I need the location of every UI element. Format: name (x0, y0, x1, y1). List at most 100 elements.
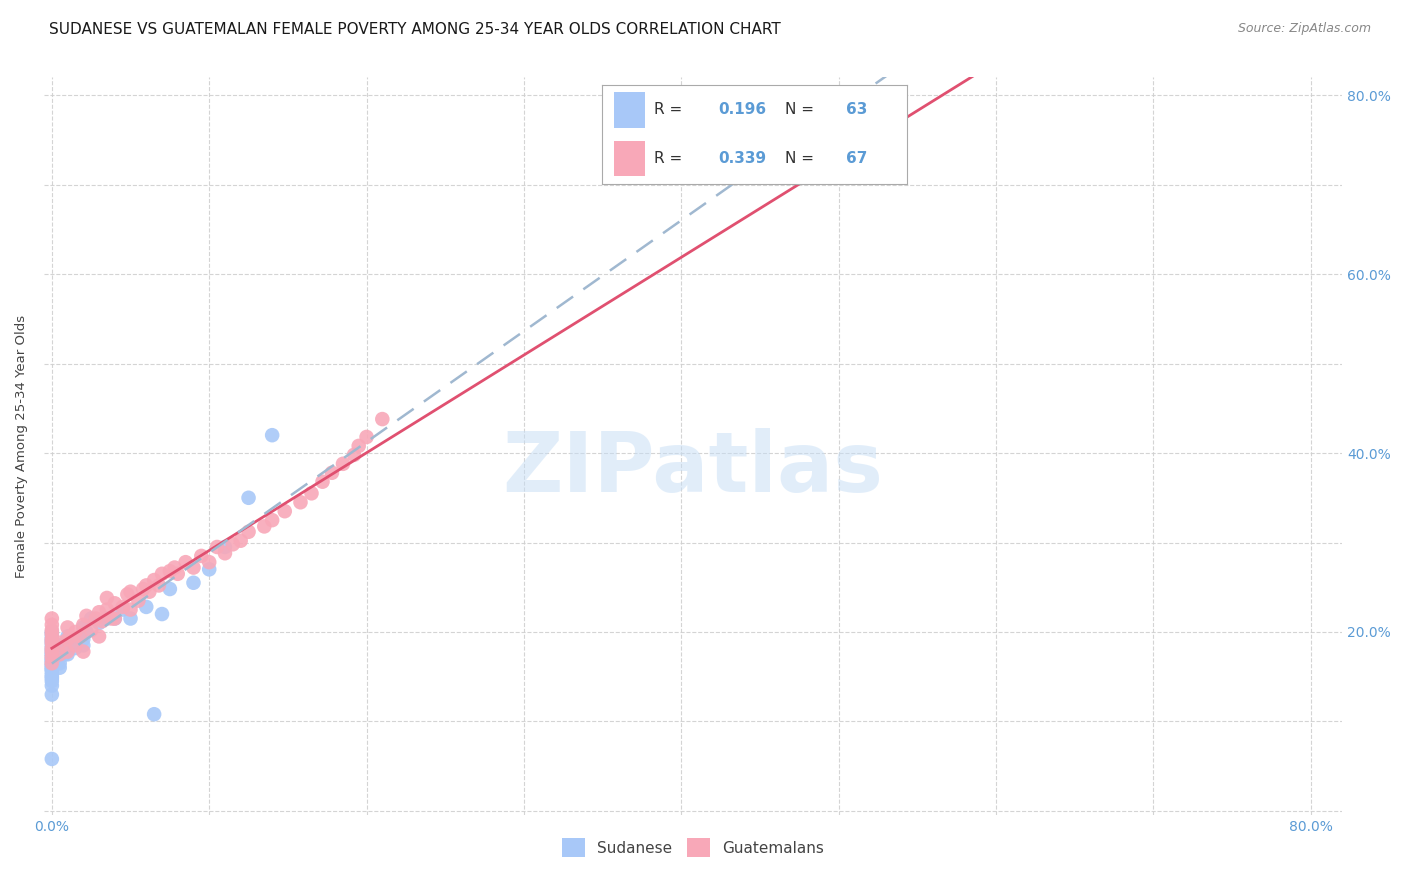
Point (104, 596, 127, 610)
Point (347, 439, 370, 453)
Point (150, 607, 173, 621)
Point (56, 648, 79, 662)
Point (198, 562, 221, 576)
Point (41, 635, 63, 649)
Point (56, 643, 79, 657)
Point (41, 633, 63, 648)
Point (262, 428, 284, 442)
Point (41, 635, 63, 649)
Point (41, 624, 63, 639)
Point (91, 614, 114, 628)
Point (75, 624, 97, 639)
Point (159, 582, 181, 596)
Point (41, 626, 63, 640)
Point (117, 587, 139, 601)
Point (87, 605, 110, 619)
Point (84, 611, 107, 625)
Point (96, 591, 118, 605)
Point (214, 546, 236, 560)
Point (75, 608, 97, 623)
Point (41, 663, 63, 677)
Point (41, 752, 63, 766)
Point (183, 560, 205, 574)
Point (198, 555, 221, 569)
Point (41, 629, 63, 643)
Point (41, 617, 63, 632)
Point (41, 626, 63, 640)
Point (65, 638, 87, 652)
Point (41, 645, 63, 659)
Point (135, 599, 157, 614)
Point (120, 602, 142, 616)
Point (120, 584, 142, 599)
Point (41, 643, 63, 657)
Point (332, 457, 354, 471)
Point (41, 652, 63, 666)
Point (48, 638, 70, 652)
Point (48, 648, 70, 662)
Point (132, 582, 155, 596)
Y-axis label: Female Poverty Among 25-34 Year Olds: Female Poverty Among 25-34 Year Olds (15, 315, 28, 578)
Point (104, 611, 127, 625)
Point (290, 495, 312, 509)
Point (59, 629, 82, 643)
Point (80, 623, 103, 637)
Point (41, 665, 63, 680)
Point (59, 638, 82, 652)
Point (41, 641, 63, 656)
Point (104, 611, 127, 625)
Text: SUDANESE VS GUATEMALAN FEMALE POVERTY AMONG 25-34 YEAR OLDS CORRELATION CHART: SUDANESE VS GUATEMALAN FEMALE POVERTY AM… (49, 22, 780, 37)
Legend: Sudanese, Guatemalans: Sudanese, Guatemalans (555, 832, 831, 863)
Point (41, 650, 63, 665)
Point (48, 645, 70, 659)
Point (96, 602, 118, 616)
Point (72, 645, 94, 659)
Point (163, 560, 186, 574)
Point (48, 661, 70, 675)
Point (48, 650, 70, 665)
Point (41, 632, 63, 646)
Point (301, 486, 323, 500)
Point (69, 635, 91, 649)
Point (72, 632, 94, 646)
Point (371, 412, 394, 426)
Point (69, 629, 91, 643)
Point (100, 611, 122, 625)
Point (56, 633, 79, 648)
Point (222, 537, 245, 551)
Point (41, 623, 63, 637)
Point (41, 661, 63, 675)
Point (253, 519, 276, 533)
Point (87, 629, 110, 643)
Point (80, 611, 103, 625)
Point (65, 641, 87, 656)
Point (41, 654, 63, 668)
Point (53, 648, 76, 662)
Point (238, 524, 260, 539)
Point (205, 540, 228, 554)
Point (41, 668, 63, 682)
Point (41, 648, 63, 662)
Point (56, 632, 79, 646)
Point (120, 611, 142, 625)
Point (96, 611, 118, 625)
Point (41, 672, 63, 686)
Text: ZIPatlas: ZIPatlas (502, 428, 883, 509)
Point (229, 533, 252, 548)
Point (41, 657, 63, 671)
Point (343, 448, 366, 462)
Point (65, 632, 87, 646)
Point (72, 620, 94, 634)
Point (127, 593, 149, 607)
Point (41, 648, 63, 662)
Point (41, 611, 63, 625)
Point (41, 632, 63, 646)
Point (41, 659, 63, 673)
Point (214, 540, 236, 554)
Point (87, 615, 110, 630)
Point (321, 466, 343, 480)
Point (41, 658, 63, 673)
Point (238, 491, 260, 505)
Text: Source: ZipAtlas.com: Source: ZipAtlas.com (1237, 22, 1371, 36)
Point (143, 707, 166, 722)
